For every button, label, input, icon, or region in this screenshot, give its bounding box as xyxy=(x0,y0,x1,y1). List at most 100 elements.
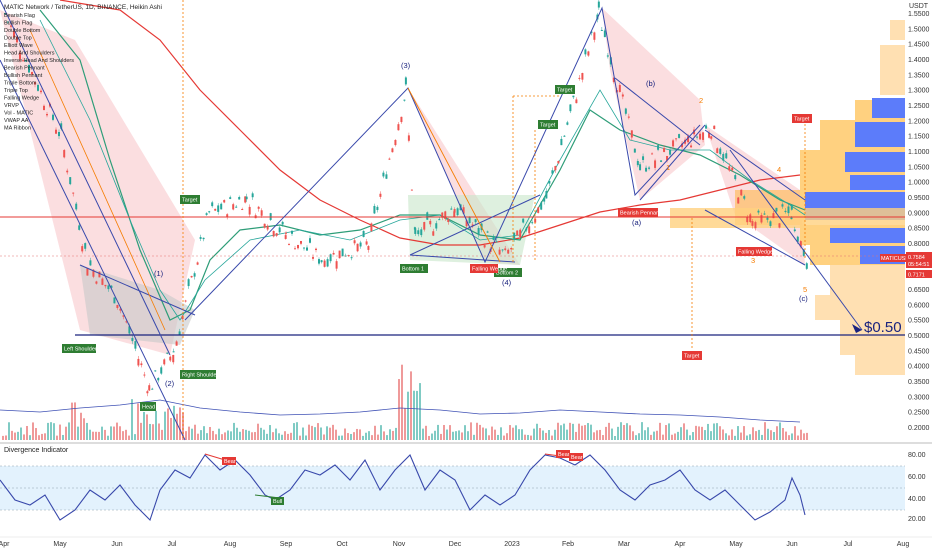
candle-body xyxy=(335,261,338,269)
indicator-item[interactable]: Bullish Pennant xyxy=(4,73,43,79)
bottom1-tag[interactable]: Bottom 1 xyxy=(400,264,428,273)
falling-wedge-tag-1[interactable]: Falling Wedge xyxy=(470,264,507,273)
wave-orange-line-2 xyxy=(29,29,166,331)
indicator-item[interactable]: Falling Wedge xyxy=(4,96,39,102)
candle-body xyxy=(37,84,39,91)
volume-bar xyxy=(44,433,46,440)
volume-bar xyxy=(755,431,757,440)
candle-body xyxy=(244,196,247,203)
target-tag-3[interactable]: Target xyxy=(538,120,558,129)
price-tick-label: 1.0500 xyxy=(908,164,930,171)
bull-tag[interactable]: Bull xyxy=(271,497,284,505)
bottom2-tag[interactable]: Bottom 2 xyxy=(494,268,522,277)
price-tick-label: 0.8500 xyxy=(908,226,930,233)
target-tag-5[interactable]: Target xyxy=(682,351,702,360)
candle-body xyxy=(407,135,410,141)
candle-body xyxy=(734,175,737,180)
bearish-pennant-tag[interactable]: Bearish Pennant xyxy=(618,208,661,217)
volume-bar xyxy=(314,427,316,440)
svg-text:Bear: Bear xyxy=(224,459,236,465)
candle-body xyxy=(423,222,426,230)
volume-bar xyxy=(50,422,52,440)
volume-bar xyxy=(167,408,169,440)
candle-body xyxy=(775,207,778,212)
candle-body xyxy=(16,37,18,43)
volume-bar xyxy=(776,426,778,440)
candle-body xyxy=(528,226,531,234)
indicator-item[interactable]: Bullish Flag xyxy=(4,21,32,27)
time-axis: Apr May Jun Jul Aug Sep Oct Nov Dec 2023 Feb Mar Apr… xyxy=(0,541,909,548)
candle-body xyxy=(498,249,501,255)
volume-bar xyxy=(530,435,532,440)
candle-body xyxy=(178,331,181,335)
indicator-item[interactable]: Triple Bottom xyxy=(4,81,37,87)
candle-body xyxy=(332,252,335,255)
volume-bar xyxy=(116,422,118,440)
candle-body xyxy=(648,167,651,169)
subwave-5-label: 5 xyxy=(803,285,807,294)
falling-wedge-tag-2[interactable]: Falling Wedge xyxy=(736,247,773,256)
indicator-item[interactable]: Bearish Flag xyxy=(4,13,35,19)
candle-body xyxy=(746,217,749,223)
bear-tag-3[interactable]: Bear xyxy=(569,453,583,461)
time-tick-label: Jun xyxy=(786,541,797,548)
candle-body xyxy=(187,279,190,287)
right-shoulder-tag[interactable]: Right Shoulder xyxy=(180,370,219,379)
candle-body xyxy=(501,249,504,251)
candle-body xyxy=(722,153,725,161)
volume-bar xyxy=(596,430,598,440)
left-shoulder-tag[interactable]: Left Shoulder xyxy=(62,344,97,353)
indicator-item[interactable]: Elliott Wave xyxy=(4,43,33,49)
volume-bar xyxy=(761,434,763,440)
candle-body xyxy=(288,244,290,246)
candle-body xyxy=(202,237,205,240)
candle-body xyxy=(214,208,217,211)
volume-bar xyxy=(158,423,160,440)
target-tag-4[interactable]: Target xyxy=(792,114,812,123)
candle-body xyxy=(713,125,716,129)
candle-body xyxy=(75,203,78,210)
candle-body xyxy=(52,114,54,120)
volume-bar xyxy=(362,435,364,440)
volume-bar xyxy=(80,412,82,440)
bear-tag-1[interactable]: Bear xyxy=(222,457,236,465)
indicator-item[interactable]: Double Bottom xyxy=(4,28,41,34)
candle-body xyxy=(403,99,406,101)
indicator-item[interactable]: Inverse Head And Shoulders xyxy=(4,58,74,64)
indicator-item[interactable]: VWAP AA xyxy=(4,118,29,124)
target-tag-2[interactable]: Target xyxy=(555,85,575,94)
volume-bar xyxy=(11,430,13,440)
svg-text:Bearish Pennant: Bearish Pennant xyxy=(620,211,661,217)
indicator-item[interactable]: Triple Top xyxy=(4,88,28,94)
volume-bar xyxy=(401,364,403,440)
volume-bar xyxy=(140,422,142,440)
divergence-tick-label: 80.00 xyxy=(908,452,926,459)
volume-bar xyxy=(257,423,259,440)
candle-body xyxy=(705,125,708,129)
target-arrow-icon xyxy=(852,324,862,333)
price-axis xyxy=(905,0,932,443)
head-tag[interactable]: Head xyxy=(140,402,156,411)
volume-bar xyxy=(125,429,127,440)
svg-text:Target: Target xyxy=(557,88,573,94)
target-tag-1[interactable]: Target xyxy=(180,195,200,204)
indicator-item[interactable]: Bearish Pennant xyxy=(4,66,45,72)
volume-bar xyxy=(506,433,508,440)
bear-tag-2[interactable]: Bear xyxy=(556,450,570,458)
indicator-item[interactable]: Vol - MATIC xyxy=(4,111,33,117)
volume-bar xyxy=(209,426,211,440)
candle-body xyxy=(356,243,359,252)
volume-bar xyxy=(38,435,40,440)
candle-body xyxy=(309,238,311,243)
volume-bar xyxy=(779,422,781,440)
indicator-item[interactable]: Double Top xyxy=(4,36,32,42)
indicator-item[interactable]: Head And Shoulders xyxy=(4,51,55,57)
volume-bar xyxy=(272,432,274,440)
subwave-3-label: 3 xyxy=(751,256,755,265)
price-tick-label: 0.6500 xyxy=(908,287,930,294)
indicator-item[interactable]: VRVP xyxy=(4,103,19,109)
indicator-item[interactable]: MA Ribbon xyxy=(4,126,31,132)
price-tick-label: 1.2500 xyxy=(908,103,930,110)
volume-bar xyxy=(662,434,664,440)
